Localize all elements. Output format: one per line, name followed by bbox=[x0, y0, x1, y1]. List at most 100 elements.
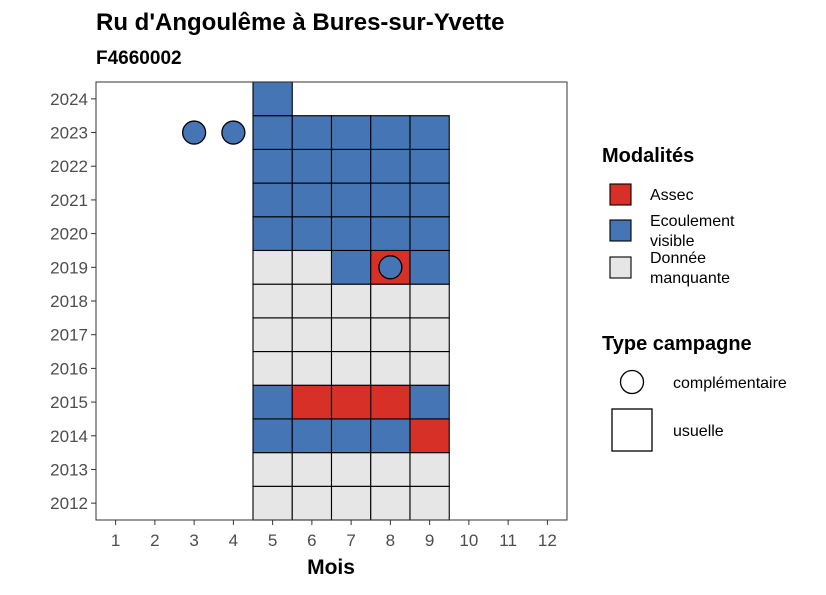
tile-2017-5 bbox=[252, 317, 293, 353]
tile-2019-9 bbox=[409, 249, 450, 285]
y-tick-label-2021: 2021 bbox=[50, 191, 88, 210]
point-2023-3 bbox=[181, 120, 207, 145]
tile-2015-9 bbox=[409, 384, 450, 420]
tile-2021-9 bbox=[409, 182, 450, 218]
x-tick-label-2: 2 bbox=[150, 531, 159, 550]
legend-label-line: Ecoulement bbox=[650, 213, 735, 230]
y-tick-label-2022: 2022 bbox=[50, 157, 88, 176]
y-tick-label-2019: 2019 bbox=[50, 258, 88, 277]
tile-2012-7 bbox=[330, 485, 372, 521]
chart-subtitle: F4660002 bbox=[96, 48, 182, 69]
legend-label-line: manquante bbox=[650, 270, 730, 287]
tile-2015-5 bbox=[252, 384, 293, 420]
tile-2014-7 bbox=[330, 418, 372, 454]
tile-2017-7 bbox=[330, 317, 372, 353]
legend-key-2 bbox=[609, 256, 632, 279]
tile-2013-8 bbox=[370, 452, 411, 487]
y-tick-label-2023: 2023 bbox=[50, 124, 88, 143]
tile-2020-5 bbox=[252, 216, 293, 252]
tile-2021-7 bbox=[330, 182, 372, 218]
tile-2019-5 bbox=[252, 249, 293, 285]
tile-2021-6 bbox=[291, 182, 333, 218]
tile-2017-8 bbox=[370, 317, 411, 353]
tile-2016-5 bbox=[252, 350, 293, 386]
tile-2013-9 bbox=[409, 452, 450, 487]
plot-area bbox=[96, 81, 567, 521]
x-tick-label-4: 4 bbox=[229, 531, 238, 550]
x-tick-label-8: 8 bbox=[386, 531, 395, 550]
axes: 2012 2013 2014 2015 2016 2017 2018 2019 2020 2021… bbox=[50, 81, 568, 550]
tile-2017-6 bbox=[291, 317, 333, 353]
tile-2021-8 bbox=[370, 182, 411, 218]
chart-title: Ru d'Angoulême à Bures-sur-Yvette bbox=[96, 9, 504, 36]
legend-type-label-0: complémentaire bbox=[673, 375, 787, 392]
tile-2022-9 bbox=[409, 148, 450, 184]
tile-2024-5 bbox=[252, 81, 293, 117]
tile-2012-5 bbox=[252, 485, 293, 521]
tile-2023-6 bbox=[291, 115, 333, 150]
tile-2013-5 bbox=[252, 452, 293, 487]
tile-2021-5 bbox=[252, 182, 293, 218]
legend-shape-circle bbox=[619, 369, 645, 395]
tile-2012-6 bbox=[291, 485, 333, 521]
y-tick-label-2016: 2016 bbox=[50, 359, 88, 378]
tile-2022-6 bbox=[291, 148, 333, 184]
tile-2018-5 bbox=[252, 283, 293, 319]
legend-key-0 bbox=[609, 183, 632, 206]
tile-2022-7 bbox=[330, 148, 372, 184]
x-tick-label-11: 11 bbox=[499, 531, 517, 550]
x-axis-title: Mois bbox=[307, 556, 355, 579]
tile-2014-9 bbox=[409, 418, 450, 454]
legend-type-label-1: usuelle bbox=[673, 423, 724, 440]
tile-2018-6 bbox=[291, 283, 333, 319]
x-tick-label-5: 5 bbox=[268, 531, 277, 550]
tile-2016-6 bbox=[291, 350, 333, 386]
legend-label-line: Donnée bbox=[650, 250, 706, 267]
tile-2023-8 bbox=[370, 115, 411, 150]
legend-label-0: Assec bbox=[650, 187, 694, 204]
tile-2020-7 bbox=[330, 216, 372, 252]
legend-label-1: Ecoulement visible bbox=[650, 213, 735, 250]
tile-2016-7 bbox=[330, 350, 372, 386]
tile-2020-6 bbox=[291, 216, 333, 252]
legend-key-1 bbox=[609, 219, 632, 242]
x-tick-label-12: 12 bbox=[538, 531, 557, 550]
tile-2013-7 bbox=[330, 452, 372, 487]
tile-2022-8 bbox=[370, 148, 411, 184]
y-tick-label-2015: 2015 bbox=[50, 393, 88, 412]
x-tick-label-6: 6 bbox=[307, 531, 316, 550]
tile-2023-9 bbox=[409, 115, 450, 150]
legend-title-type: Type campagne bbox=[602, 333, 752, 355]
tile-2020-8 bbox=[370, 216, 411, 252]
tile-2023-7 bbox=[330, 115, 372, 150]
tile-2016-8 bbox=[370, 350, 411, 386]
point-2019-8 bbox=[378, 255, 403, 280]
tile-2013-6 bbox=[291, 452, 333, 487]
tile-2012-8 bbox=[370, 485, 411, 521]
x-tick-label-3: 3 bbox=[189, 531, 198, 550]
tile-2016-9 bbox=[409, 350, 450, 386]
tile-2017-9 bbox=[409, 317, 450, 353]
x-tick-label-10: 10 bbox=[459, 531, 478, 550]
y-tick-label-2018: 2018 bbox=[50, 292, 88, 311]
tile-2022-5 bbox=[252, 148, 293, 184]
x-tick-label-7: 7 bbox=[346, 531, 355, 550]
x-tick-label-9: 9 bbox=[425, 531, 434, 550]
tile-2018-8 bbox=[370, 283, 411, 319]
tile-2014-6 bbox=[291, 418, 333, 454]
point-2023-4 bbox=[221, 120, 246, 145]
legend-label-line: Assec bbox=[650, 187, 694, 204]
x-tick-label-1: 1 bbox=[111, 531, 120, 550]
tile-2019-7 bbox=[330, 249, 372, 285]
tile-2018-9 bbox=[409, 283, 450, 319]
legend-shape-square bbox=[611, 408, 653, 452]
legend-label-line: visible bbox=[650, 233, 695, 250]
y-tick-label-2012: 2012 bbox=[50, 494, 88, 513]
y-tick-label-2014: 2014 bbox=[50, 427, 88, 446]
legend-title-modalites: Modalités bbox=[602, 145, 694, 167]
tile-2023-5 bbox=[252, 115, 293, 150]
tile-2014-8 bbox=[370, 418, 411, 454]
y-tick-label-2017: 2017 bbox=[50, 326, 88, 345]
